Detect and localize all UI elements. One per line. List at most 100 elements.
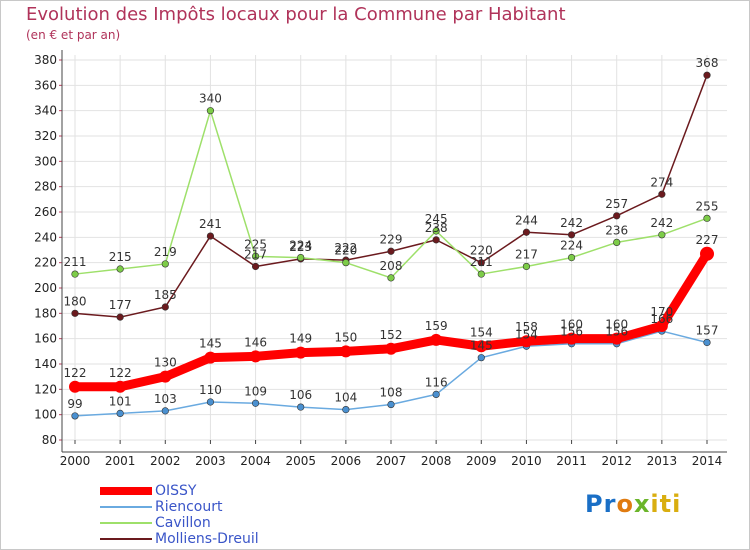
data-label-cavillon: 255	[696, 199, 719, 213]
y-tick-label: 180	[34, 306, 57, 320]
point-riencourt	[387, 400, 395, 409]
data-label-cavillon: 242	[650, 216, 673, 230]
data-label-cavillon: 215	[109, 250, 132, 264]
point-riencourt	[703, 338, 711, 347]
y-tick-label: 220	[34, 256, 57, 270]
data-label-cavillon: 220	[334, 244, 357, 258]
point-molliens-dreuil	[161, 303, 169, 311]
point-molliens-dreuil	[567, 231, 576, 239]
legend-label-riencourt: Riencourt	[155, 499, 223, 515]
point-cavillon	[658, 231, 666, 239]
point-oissy	[655, 320, 668, 332]
data-label-molliens-dreuil: 180	[64, 294, 87, 308]
data-label-oissy: 150	[334, 330, 357, 344]
point-cavillon	[567, 254, 576, 262]
x-tick-label: 2014	[692, 454, 723, 468]
chart-title: Evolution des Impôts locaux pour la Comm…	[26, 4, 566, 25]
logo-part-3: x	[633, 490, 651, 518]
data-label-riencourt: 101	[109, 394, 132, 408]
y-tick-label: 140	[34, 357, 57, 371]
point-cavillon	[297, 254, 305, 262]
data-label-cavillon: 236	[605, 223, 628, 237]
x-tick-label: 2007	[376, 454, 407, 468]
data-label-molliens-dreuil: 185	[154, 288, 177, 302]
point-molliens-dreuil	[71, 309, 79, 317]
data-label-cavillon: 211	[470, 255, 493, 269]
data-label-oissy: 145	[199, 337, 222, 351]
point-oissy	[565, 332, 578, 345]
data-label-oissy: 154	[470, 325, 493, 339]
y-tick-label: 120	[34, 382, 57, 396]
data-label-oissy: 152	[380, 328, 403, 342]
point-molliens-dreuil	[206, 232, 215, 240]
point-cavillon	[342, 259, 350, 267]
point-molliens-dreuil	[477, 259, 485, 267]
legend-label-molliens-dreuil: Molliens-Dreuil	[155, 531, 259, 547]
data-label-cavillon: 340	[199, 92, 222, 106]
data-label-cavillon: 245	[425, 212, 448, 226]
legend-swatch-molliens-dreuil	[100, 538, 152, 540]
data-label-cavillon: 208	[380, 259, 403, 273]
y-tick-label: 100	[34, 408, 57, 422]
data-label-riencourt: 106	[289, 388, 312, 402]
y-tick-label: 280	[34, 180, 57, 194]
data-label-riencourt: 156	[605, 325, 628, 339]
legend-label-cavillon: Cavillon	[155, 515, 211, 531]
point-riencourt	[116, 409, 124, 418]
x-tick-label: 2002	[150, 454, 181, 468]
logo-part-4: iti	[650, 490, 682, 518]
legend-swatch-riencourt	[100, 506, 152, 508]
data-labels: 180 177 185 241 217 223 222 229 238 220 244 242 257 2…	[64, 56, 719, 411]
data-label-oissy: 160	[605, 318, 628, 332]
data-label-molliens-dreuil: 229	[380, 232, 403, 246]
point-riencourt	[432, 390, 440, 399]
point-cavillon	[251, 252, 260, 260]
x-tick-label: 2001	[105, 454, 136, 468]
data-label-cavillon: 217	[515, 247, 538, 261]
point-molliens-dreuil	[432, 236, 440, 244]
data-label-oissy: 158	[515, 320, 538, 334]
x-tick-label: 2005	[285, 454, 316, 468]
data-label-oissy: 146	[244, 335, 267, 349]
point-oissy	[430, 333, 443, 346]
data-label-oissy: 130	[154, 356, 177, 370]
data-label-riencourt: 103	[154, 392, 177, 406]
y-tick-label: 200	[34, 281, 57, 295]
point-cavillon	[703, 214, 711, 222]
y-tick-label: 340	[34, 104, 57, 118]
point-cavillon	[387, 274, 395, 282]
logo-part-2: o	[616, 490, 634, 518]
y-tick-label: 380	[34, 53, 57, 67]
point-riencourt	[297, 403, 305, 411]
y-tick-label: 80	[42, 433, 57, 447]
data-label-riencourt: 154	[515, 327, 538, 341]
data-label-molliens-dreuil: 257	[605, 197, 628, 211]
data-label-oissy: 159	[425, 319, 448, 333]
y-tick-label: 320	[34, 129, 57, 143]
point-oissy	[69, 380, 81, 393]
data-label-molliens-dreuil: 222	[334, 241, 357, 255]
x-tick-label: 2013	[647, 454, 678, 468]
data-label-molliens-dreuil: 217	[244, 247, 267, 261]
point-cavillon	[522, 262, 531, 271]
data-label-riencourt: 156	[560, 325, 583, 339]
data-label-oissy: 149	[289, 332, 312, 346]
data-label-riencourt: 99	[67, 397, 82, 411]
x-tick-label: 2003	[195, 454, 226, 468]
point-oissy	[385, 342, 397, 355]
point-molliens-dreuil	[658, 190, 666, 198]
data-label-riencourt: 166	[650, 312, 673, 326]
point-cavillon	[613, 238, 621, 246]
point-riencourt	[71, 412, 79, 420]
point-molliens-dreuil	[522, 228, 531, 236]
point-oissy	[114, 380, 127, 393]
point-riencourt	[251, 399, 260, 407]
y-tick-label: 160	[34, 332, 57, 346]
data-label-riencourt: 110	[199, 383, 222, 397]
y-tick-label: 260	[34, 205, 57, 219]
point-cavillon	[206, 107, 215, 115]
data-label-oissy: 122	[64, 366, 87, 380]
data-label-riencourt: 104	[334, 391, 357, 405]
point-oissy	[204, 351, 217, 364]
